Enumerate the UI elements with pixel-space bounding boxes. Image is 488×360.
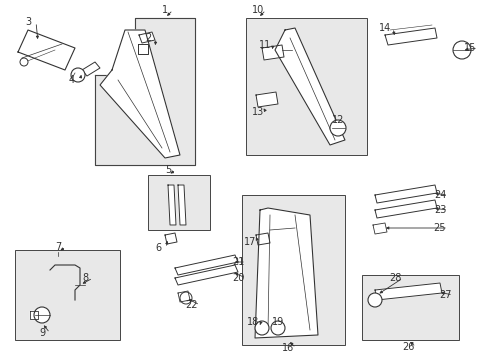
Polygon shape <box>175 255 238 275</box>
Text: 1: 1 <box>162 5 168 15</box>
Circle shape <box>180 292 192 304</box>
Text: 27: 27 <box>438 290 450 300</box>
Text: 8: 8 <box>82 273 88 283</box>
Text: 26: 26 <box>401 342 413 352</box>
Polygon shape <box>139 32 155 43</box>
Polygon shape <box>95 18 195 165</box>
Polygon shape <box>30 311 38 319</box>
Polygon shape <box>384 28 436 45</box>
Text: 9: 9 <box>39 328 45 338</box>
Polygon shape <box>82 62 100 76</box>
Text: 22: 22 <box>185 300 198 310</box>
Polygon shape <box>175 265 238 285</box>
Text: 4: 4 <box>69 75 75 85</box>
Bar <box>245 18 366 155</box>
Text: 5: 5 <box>164 165 171 175</box>
Bar <box>148 175 209 230</box>
Text: 24: 24 <box>433 190 445 200</box>
Polygon shape <box>274 28 345 145</box>
Text: 25: 25 <box>433 223 446 233</box>
Bar <box>361 275 458 340</box>
Circle shape <box>329 120 346 136</box>
Polygon shape <box>374 283 441 300</box>
Text: 23: 23 <box>433 205 445 215</box>
Text: 16: 16 <box>281 343 293 353</box>
Polygon shape <box>168 185 176 225</box>
Bar <box>15 250 120 340</box>
Polygon shape <box>372 223 386 234</box>
Circle shape <box>34 307 50 323</box>
Text: 19: 19 <box>271 317 284 327</box>
Text: 11: 11 <box>258 40 270 50</box>
Polygon shape <box>256 233 269 245</box>
Circle shape <box>270 321 285 335</box>
Polygon shape <box>374 185 436 203</box>
Bar <box>242 195 345 345</box>
Text: 7: 7 <box>55 242 61 252</box>
Text: 15: 15 <box>463 43 475 53</box>
Text: 20: 20 <box>231 273 244 283</box>
Polygon shape <box>374 200 436 218</box>
Text: 14: 14 <box>378 23 390 33</box>
Circle shape <box>20 58 28 66</box>
Text: 21: 21 <box>231 257 244 267</box>
Polygon shape <box>178 185 185 225</box>
Polygon shape <box>262 45 284 60</box>
Polygon shape <box>164 233 177 244</box>
Text: 3: 3 <box>25 17 31 27</box>
Polygon shape <box>256 92 278 107</box>
Text: 28: 28 <box>388 273 400 283</box>
Circle shape <box>254 321 268 335</box>
Text: 18: 18 <box>246 317 259 327</box>
Polygon shape <box>254 208 317 338</box>
Circle shape <box>452 41 470 59</box>
Polygon shape <box>100 30 180 158</box>
Text: 12: 12 <box>331 115 344 125</box>
Circle shape <box>71 68 85 82</box>
Text: 6: 6 <box>155 243 161 253</box>
Text: 17: 17 <box>244 237 256 247</box>
Text: 10: 10 <box>251 5 264 15</box>
Text: 13: 13 <box>251 107 264 117</box>
Polygon shape <box>138 44 148 54</box>
Text: 2: 2 <box>144 33 151 43</box>
Polygon shape <box>18 30 75 70</box>
Polygon shape <box>178 291 190 302</box>
Circle shape <box>367 293 381 307</box>
